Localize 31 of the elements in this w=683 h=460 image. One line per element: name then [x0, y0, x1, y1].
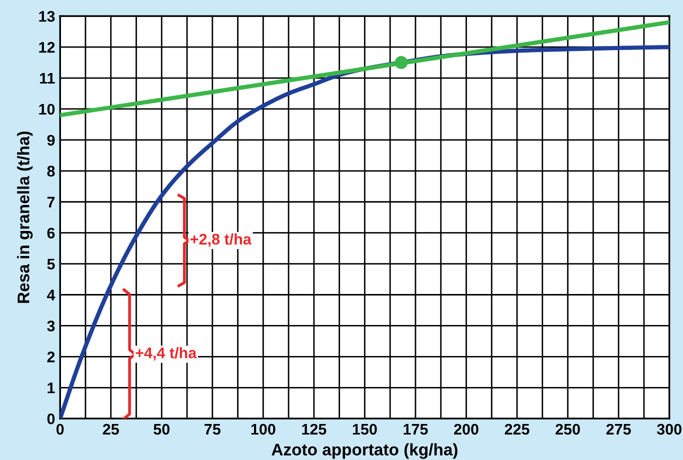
x-tick-label: 50 [154, 424, 170, 435]
x-tick-label: 0 [56, 424, 64, 435]
x-tick-label: 100 [251, 424, 276, 435]
y-tick-label: 10 [39, 104, 55, 115]
y-axis-title: Resa in granella (t/ha) [17, 132, 33, 303]
x-tick-label: 75 [204, 424, 220, 435]
x-tick-label: 275 [606, 424, 631, 435]
x-axis-title: Azoto apportato (kg/ha) [272, 443, 458, 459]
y-tick-label: 4 [46, 290, 56, 300]
x-tick-label: 200 [454, 424, 478, 435]
y-tick-label: 5 [47, 258, 55, 270]
y-tick-label: 0 [47, 413, 55, 424]
y-tick-label: 11 [40, 73, 55, 84]
x-tick-label: 125 [302, 424, 326, 435]
y-tick-label: 12 [39, 42, 55, 53]
y-tick-label: 13 [39, 10, 55, 22]
annotation: +2,8 t/ha [190, 233, 252, 247]
y-tick-label: 2 [47, 352, 55, 362]
y-tick-label: 7 [47, 196, 55, 208]
y-tick-label: 3 [47, 320, 55, 332]
y-tick-label: 6 [47, 228, 55, 239]
x-tick-label: 300 [656, 424, 682, 435]
y-tick-label: 8 [47, 166, 55, 177]
x-tick-label: 225 [504, 424, 530, 435]
x-tick-label: 150 [352, 424, 377, 435]
annotation: +4,4 t/ha [136, 347, 197, 361]
x-tick-label: 25 [102, 424, 119, 435]
x-tick-label: 250 [556, 424, 580, 435]
x-tick-label: 175 [404, 424, 428, 435]
y-tick-label: 1 [48, 382, 55, 394]
y-tick-label: 9 [47, 134, 55, 146]
